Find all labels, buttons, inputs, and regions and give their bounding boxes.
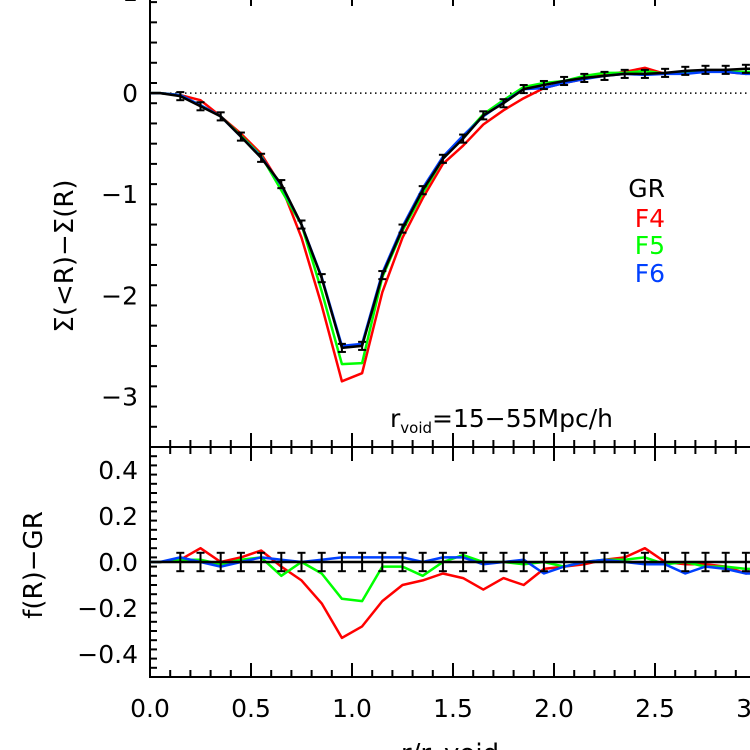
bottom-y-tick-label: −0.2 (77, 594, 138, 623)
top-y-tick-label: −3 (101, 382, 138, 411)
top-y-tick-label: 0 (122, 79, 138, 108)
annotation-subscript: void (400, 419, 432, 437)
legend-label-gr: GR (628, 174, 665, 203)
top-panel: −3 −2 −1 0 1 (101, 0, 750, 448)
x-axis-label: r/r_void (401, 739, 499, 750)
top-y-tick-label: −2 (101, 281, 138, 310)
x-tick-label: 0.5 (231, 694, 271, 723)
x-tick-label: 2.5 (635, 694, 675, 723)
x-tick-label: 0.0 (130, 694, 170, 723)
bottom-y-tick-label: 0.0 (98, 548, 138, 577)
annotation-base: r (390, 404, 401, 433)
bottom-series-line-f4 (150, 546, 750, 640)
legend-label-f4: F4 (635, 204, 665, 233)
bottom-y-axis-label: f(R)−GR (19, 511, 49, 619)
bottom-panel: −0.4 −0.2 0.0 0.2 0.4 0.0 0.5 1.0 1.5 2.0 2.5 3.0 (77, 446, 750, 723)
x-tick-label: 1.0 (332, 694, 372, 723)
top-y-tick-label: −1 (101, 180, 138, 209)
top-series-layer (150, 63, 750, 383)
bottom-y-tick-label: −0.4 (77, 640, 138, 669)
bottom-y-tick-label: 0.2 (98, 502, 138, 531)
annotation-rest: =15−55Mpc/h (432, 404, 613, 433)
x-tick-label: 2.0 (534, 694, 574, 723)
legend-label-f5: F5 (635, 231, 665, 260)
bottom-y-tick-label: 0.4 (98, 456, 138, 485)
void-radius-annotation: rvoid=15−55Mpc/h (390, 404, 613, 437)
top-y-tick-label: 1 (122, 0, 138, 7)
legend-label-f6: F6 (635, 259, 665, 288)
legend: GR F4 F5 F6 (628, 174, 665, 288)
top-y-axis-label: Σ(<R)−Σ(R) (50, 179, 80, 332)
x-tick-label: 3.0 (736, 694, 750, 723)
bottom-series-layer (150, 546, 750, 640)
x-tick-label: 1.5 (433, 694, 473, 723)
